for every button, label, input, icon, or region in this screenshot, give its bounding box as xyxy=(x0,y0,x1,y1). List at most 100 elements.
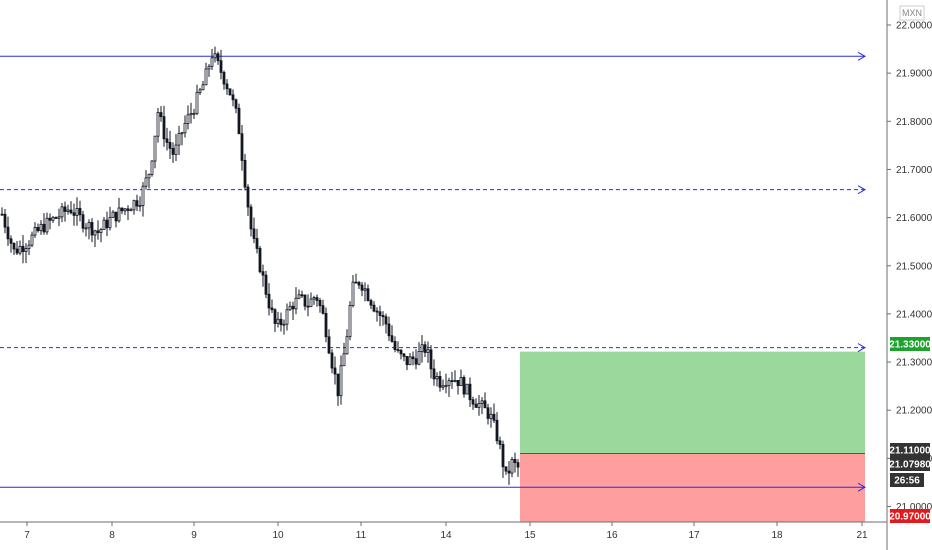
candle[interactable] xyxy=(447,377,451,398)
candle[interactable] xyxy=(498,436,502,450)
candle[interactable] xyxy=(438,371,442,392)
candle[interactable] xyxy=(165,127,169,151)
candle[interactable] xyxy=(177,125,181,156)
candle[interactable] xyxy=(222,70,226,90)
candle[interactable] xyxy=(108,206,112,231)
candle[interactable] xyxy=(126,205,130,221)
candle[interactable] xyxy=(132,199,136,215)
candle[interactable] xyxy=(354,273,358,284)
candle[interactable] xyxy=(15,240,19,255)
candle[interactable] xyxy=(414,349,418,370)
candle[interactable] xyxy=(402,353,406,362)
candle[interactable] xyxy=(351,274,355,308)
candle[interactable] xyxy=(69,201,73,215)
candle[interactable] xyxy=(393,336,397,353)
candle[interactable] xyxy=(288,301,292,311)
candle[interactable] xyxy=(231,89,235,107)
candle[interactable] xyxy=(348,301,352,341)
candle[interactable] xyxy=(24,243,28,264)
candle[interactable] xyxy=(228,88,232,96)
candle[interactable] xyxy=(483,392,487,409)
candle[interactable] xyxy=(465,383,469,395)
candle[interactable] xyxy=(243,153,247,191)
candle[interactable] xyxy=(189,102,193,124)
candle[interactable] xyxy=(180,131,184,146)
candle[interactable] xyxy=(516,459,520,477)
candle[interactable] xyxy=(477,395,481,416)
candle[interactable] xyxy=(315,294,319,307)
candle[interactable] xyxy=(420,335,424,363)
candle[interactable] xyxy=(408,353,412,366)
candle[interactable] xyxy=(450,371,454,389)
candle[interactable] xyxy=(429,345,433,379)
candle[interactable] xyxy=(99,227,103,243)
candle[interactable] xyxy=(309,292,313,308)
candle[interactable] xyxy=(381,311,385,326)
candle[interactable] xyxy=(174,134,178,161)
candle[interactable] xyxy=(273,308,277,333)
candle[interactable] xyxy=(384,313,388,334)
candle[interactable] xyxy=(225,79,229,95)
candle[interactable] xyxy=(102,216,106,230)
candle[interactable] xyxy=(33,222,37,238)
candle[interactable] xyxy=(135,194,139,212)
candle[interactable] xyxy=(120,207,124,215)
candle[interactable] xyxy=(240,124,244,171)
candle[interactable] xyxy=(333,356,337,385)
candle[interactable] xyxy=(510,456,514,478)
candle[interactable] xyxy=(36,223,40,233)
candle[interactable] xyxy=(54,216,58,219)
candle[interactable] xyxy=(123,208,127,216)
candle[interactable] xyxy=(12,242,16,256)
candle[interactable] xyxy=(492,403,496,424)
candle[interactable] xyxy=(321,299,325,315)
candle[interactable] xyxy=(75,197,79,226)
candle[interactable] xyxy=(267,283,271,316)
candle[interactable] xyxy=(513,452,517,473)
candle[interactable] xyxy=(147,173,151,189)
candle[interactable] xyxy=(57,208,61,227)
candle[interactable] xyxy=(312,295,316,305)
candle[interactable] xyxy=(336,373,340,406)
candle[interactable] xyxy=(264,270,268,299)
candle[interactable] xyxy=(441,379,445,391)
candle[interactable] xyxy=(495,412,499,445)
candle[interactable] xyxy=(30,231,34,248)
candle[interactable] xyxy=(45,212,49,235)
candle[interactable] xyxy=(192,108,196,120)
candle[interactable] xyxy=(345,329,349,355)
candle[interactable] xyxy=(486,403,490,425)
candle[interactable] xyxy=(105,211,109,237)
horizontal-line-2[interactable] xyxy=(0,185,867,195)
candle[interactable] xyxy=(339,355,343,405)
candle[interactable] xyxy=(474,398,478,408)
candle[interactable] xyxy=(276,311,280,328)
candle[interactable] xyxy=(156,108,160,143)
candle[interactable] xyxy=(375,307,379,322)
candle[interactable] xyxy=(234,98,238,114)
candle[interactable] xyxy=(66,204,70,215)
candle[interactable] xyxy=(18,240,22,256)
candle[interactable] xyxy=(468,377,472,408)
candle[interactable] xyxy=(90,218,94,243)
horizontal-line-4[interactable] xyxy=(0,482,867,492)
candle[interactable] xyxy=(162,105,166,147)
candle[interactable] xyxy=(0,207,4,216)
candle[interactable] xyxy=(9,235,13,253)
candle[interactable] xyxy=(342,342,346,367)
candle[interactable] xyxy=(462,375,466,398)
candle[interactable] xyxy=(444,373,448,394)
candle[interactable] xyxy=(501,440,505,478)
candle[interactable] xyxy=(411,351,415,366)
candle[interactable] xyxy=(396,341,400,353)
candle[interactable] xyxy=(63,201,67,222)
candle[interactable] xyxy=(6,216,10,246)
candle[interactable] xyxy=(360,281,364,297)
candle[interactable] xyxy=(453,370,457,383)
candle[interactable] xyxy=(216,51,220,65)
candle[interactable] xyxy=(93,229,97,247)
candle[interactable] xyxy=(387,316,391,341)
candle[interactable] xyxy=(72,203,76,226)
candle[interactable] xyxy=(255,228,259,254)
candle[interactable] xyxy=(417,342,421,366)
